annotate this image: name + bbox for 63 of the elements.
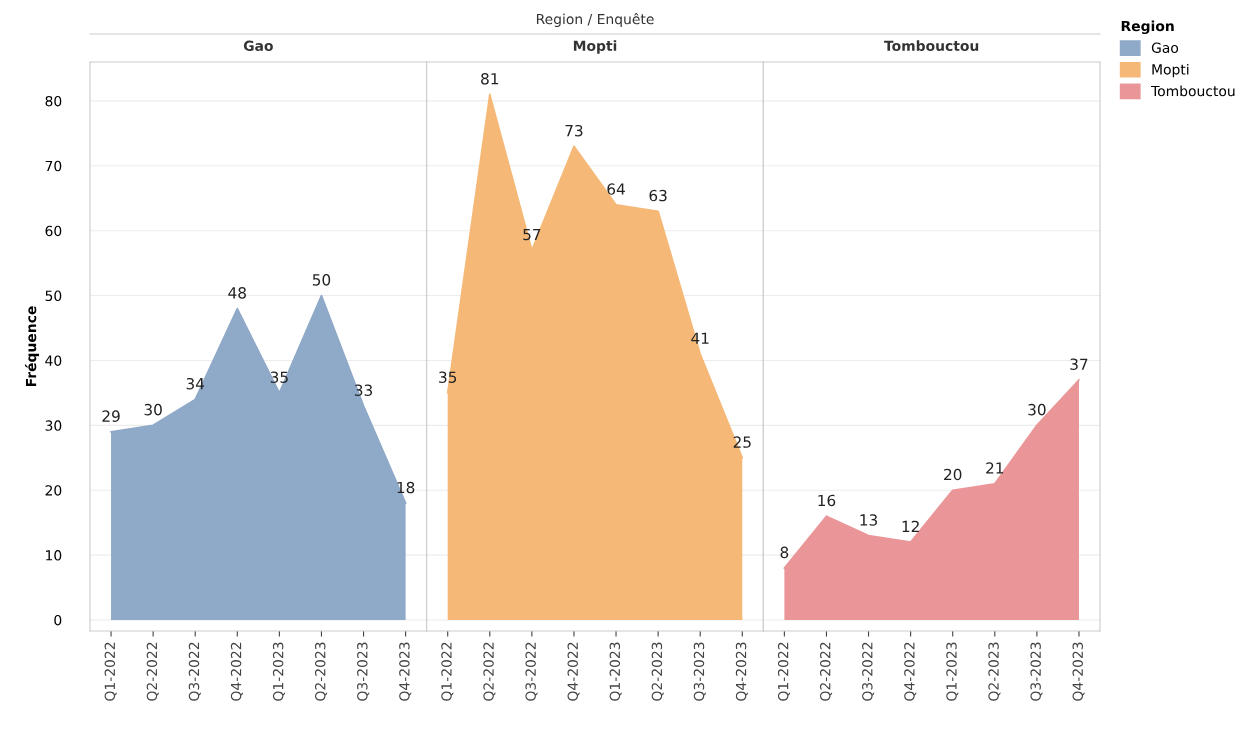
legend-label: Mopti (1152, 63, 1189, 78)
data-label: 21 (986, 462, 1004, 474)
data-label: 12 (902, 520, 919, 532)
x-tick-label: Q2-2023 (314, 642, 328, 701)
y-tick-label: 50 (45, 290, 62, 302)
data-label: 30 (144, 403, 162, 416)
data-label: 64 (607, 183, 625, 195)
legend-label: Gao (1151, 42, 1179, 53)
data-label: 34 (186, 377, 205, 390)
x-tick-label: Q4-2022 (904, 642, 917, 701)
data-label: 13 (860, 514, 878, 526)
data-label: 73 (565, 124, 583, 137)
data-label: 18 (397, 481, 415, 494)
data-label: 57 (523, 228, 541, 241)
data-label: 8 (780, 546, 789, 559)
chart-title: Gao (243, 40, 273, 52)
y-tick-label: 60 (45, 225, 62, 237)
data-label: 29 (102, 410, 120, 422)
x-tick-label: Q3-2023 (357, 642, 370, 701)
x-tick-label: Q3-2022 (525, 642, 538, 701)
x-tick-label: Q4-2022 (567, 642, 580, 701)
x-tick-label: Q1-2023 (272, 642, 285, 701)
x-tick-label: Q3-2023 (693, 642, 706, 701)
y-tick-label: 40 (45, 355, 62, 366)
y-tick-label: 0 (54, 614, 62, 626)
x-tick-label: Q3-2023 (1030, 642, 1043, 701)
x-tick-label: Q4-2023 (735, 642, 748, 701)
chart-title: Mopti (573, 40, 617, 54)
data-label: 20 (944, 468, 962, 481)
y-tick-label: 30 (45, 420, 62, 431)
y-tick-label: 80 (45, 95, 62, 107)
x-tick-label: Q1-2022 (777, 642, 790, 701)
data-label: 37 (1070, 358, 1088, 371)
legend-label: Tombouctou (1151, 85, 1235, 97)
data-label: 63 (649, 189, 667, 202)
x-tick-label: Q2-2022 (483, 642, 496, 701)
y-tick-label: 10 (46, 550, 62, 561)
x-tick-label: Q1-2022 (441, 642, 454, 701)
data-label: 16 (818, 494, 836, 507)
y-tick-label: 70 (45, 160, 62, 172)
x-tick-label: Q3-2022 (862, 642, 875, 701)
chart-title: Tombouctou (884, 40, 979, 52)
y-tick-label: 20 (45, 485, 62, 496)
x-tick-label: Q2-2022 (146, 642, 159, 701)
x-tick-label: Q1-2022 (104, 642, 117, 701)
x-tick-label: Q2-2022 (819, 642, 833, 701)
x-tick-label: Q4-2023 (1072, 642, 1085, 701)
x-tick-label: Q1-2023 (609, 642, 622, 701)
y-axis-title: Fréquence (25, 306, 39, 387)
data-label: 48 (228, 287, 246, 299)
data-label: 35 (270, 371, 288, 383)
x-tick-label: Q3-2022 (188, 642, 201, 701)
data-label: 81 (481, 72, 499, 85)
x-tick-label: Q2-2023 (651, 642, 664, 701)
x-tick-label: Q4-2023 (399, 642, 412, 701)
x-tick-label: Q1-2023 (946, 642, 959, 701)
data-label: 30 (1028, 403, 1046, 416)
legend-title: Region (1121, 20, 1174, 35)
data-label: 50 (312, 274, 331, 286)
text: Region / Enquête (536, 13, 654, 27)
x-tick-label: Q4-2022 (230, 642, 243, 701)
x-tick-label: Q2-2023 (988, 642, 1001, 701)
data-label: 33 (354, 384, 373, 396)
